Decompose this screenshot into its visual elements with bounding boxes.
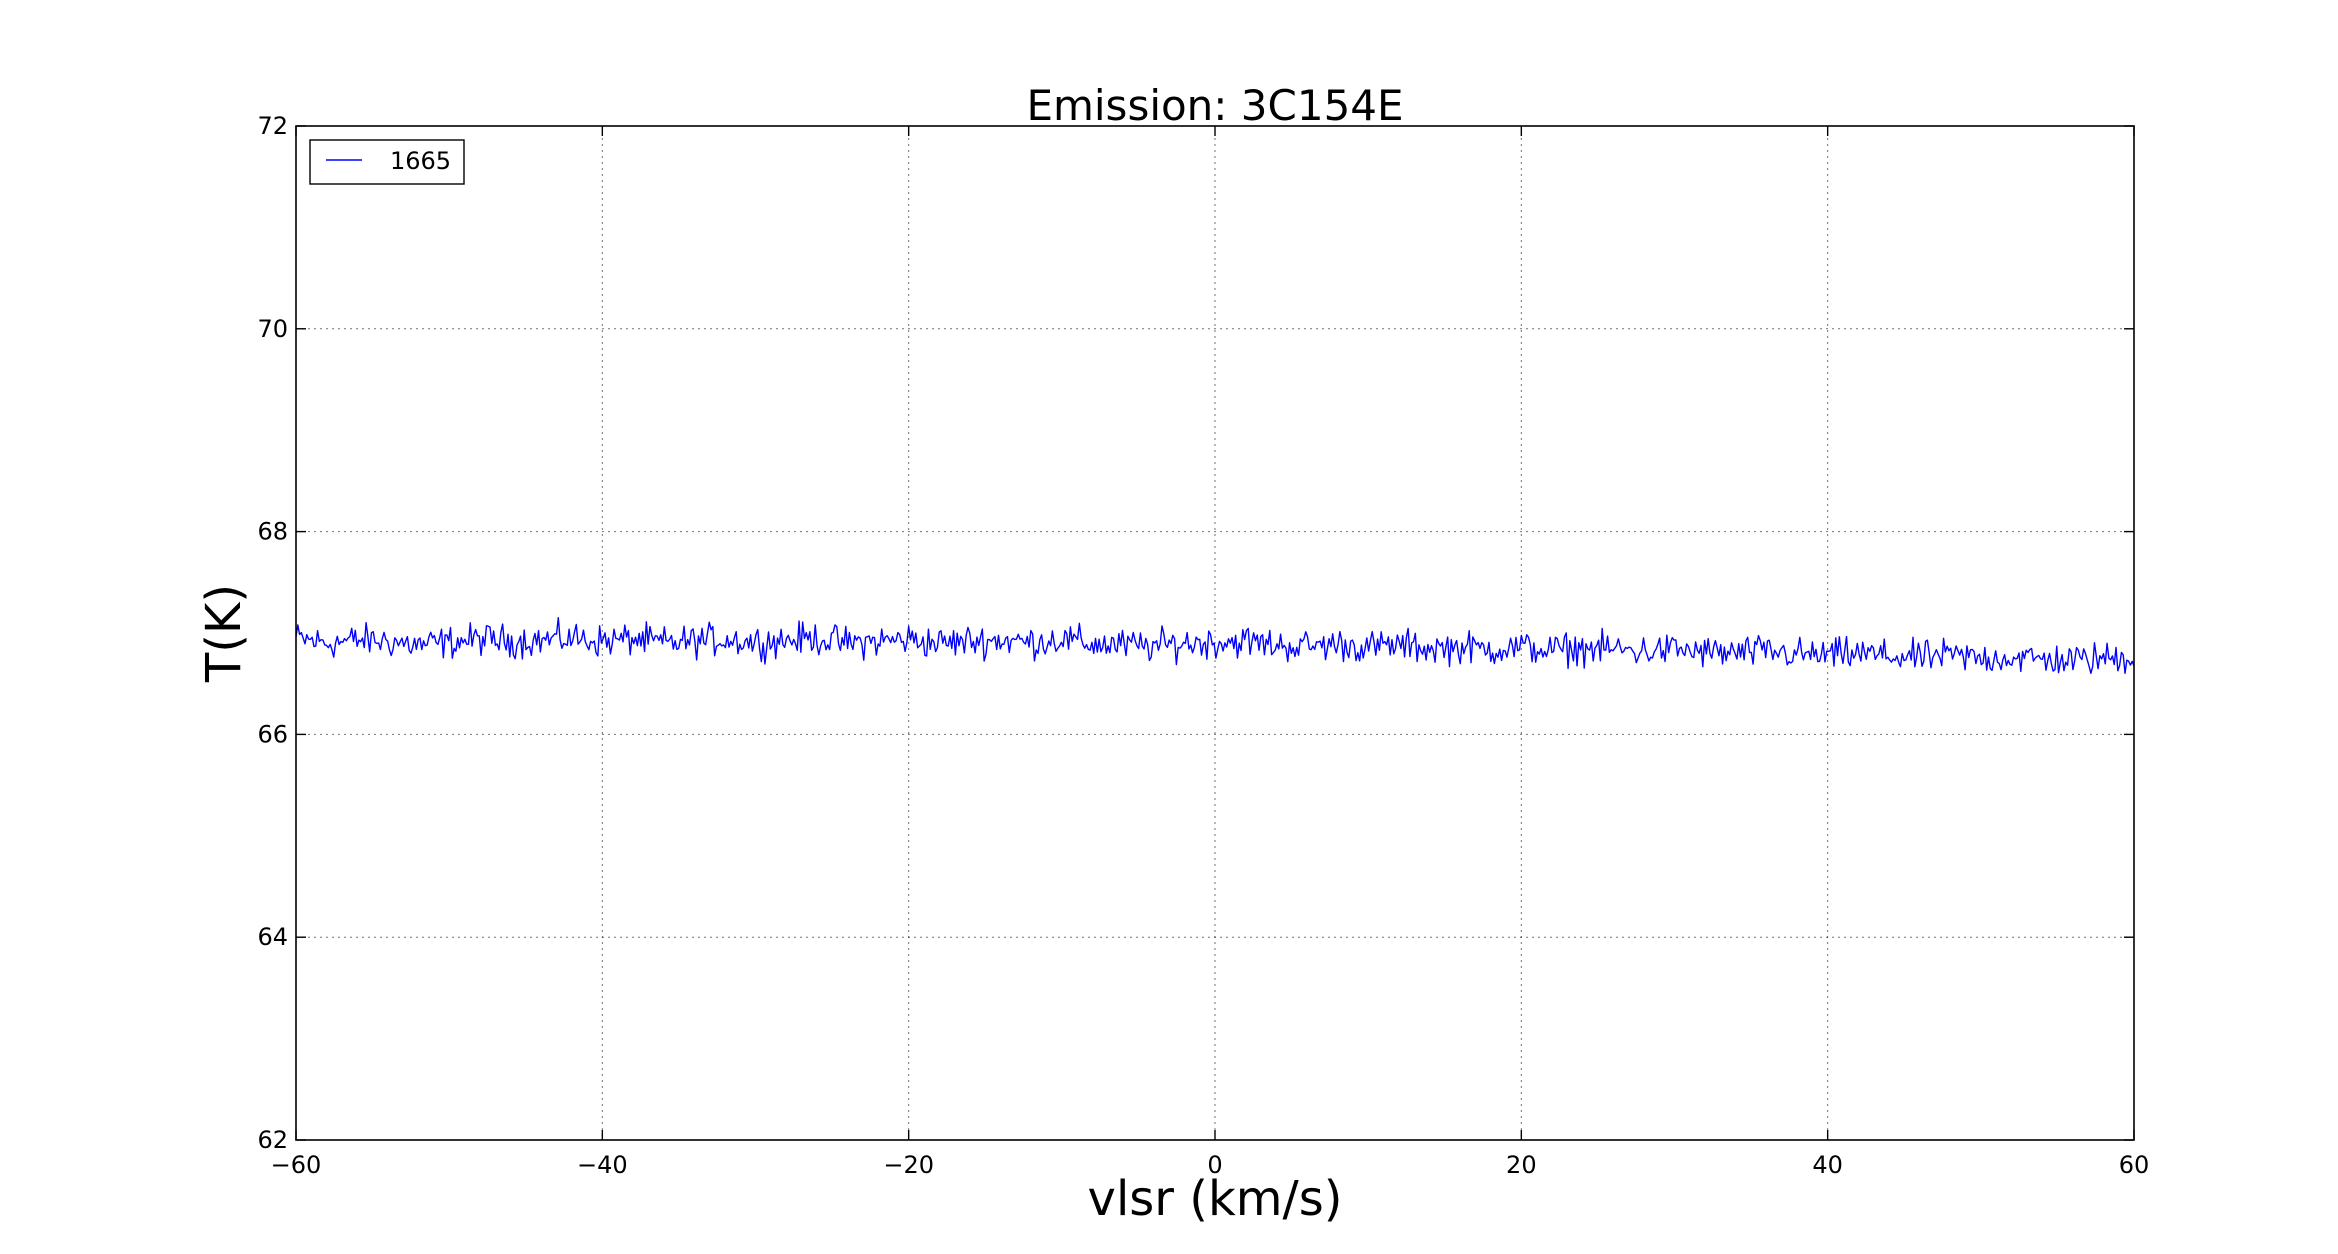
- series-layer: [295, 617, 2135, 675]
- tick-layer: −60 −40 −20 0 20 40 60 62 64 66 68 70 72: [257, 112, 2149, 1179]
- y-tick-label: 72: [257, 112, 288, 140]
- series-line-1665: [295, 617, 2135, 675]
- plot-frame: [295, 125, 2135, 1141]
- legend: 1665: [309, 139, 465, 185]
- x-tick-label: 60: [2119, 1151, 2150, 1179]
- x-tick-label: −40: [577, 1151, 628, 1179]
- y-tick-label: 66: [257, 720, 288, 748]
- x-tick-label: 0: [1207, 1151, 1222, 1179]
- chart-title: Emission: 3C154E: [1026, 81, 1403, 130]
- y-axis-title: T(K): [196, 584, 252, 683]
- y-tick-label: 70: [257, 315, 288, 343]
- x-tick-label: 40: [1812, 1151, 1843, 1179]
- grid-layer: [296, 126, 2134, 1140]
- y-tick-label: 64: [257, 923, 288, 951]
- x-axis-title: vlsr (km/s): [1088, 1171, 1343, 1227]
- y-tick-label: 68: [257, 518, 288, 546]
- y-tick-label: 62: [257, 1126, 288, 1154]
- x-tick-label: −20: [883, 1151, 934, 1179]
- x-tick-label: −60: [271, 1151, 322, 1179]
- legend-box: [309, 139, 465, 185]
- legend-label: 1665: [390, 147, 451, 175]
- x-tick-label: 20: [1506, 1151, 1537, 1179]
